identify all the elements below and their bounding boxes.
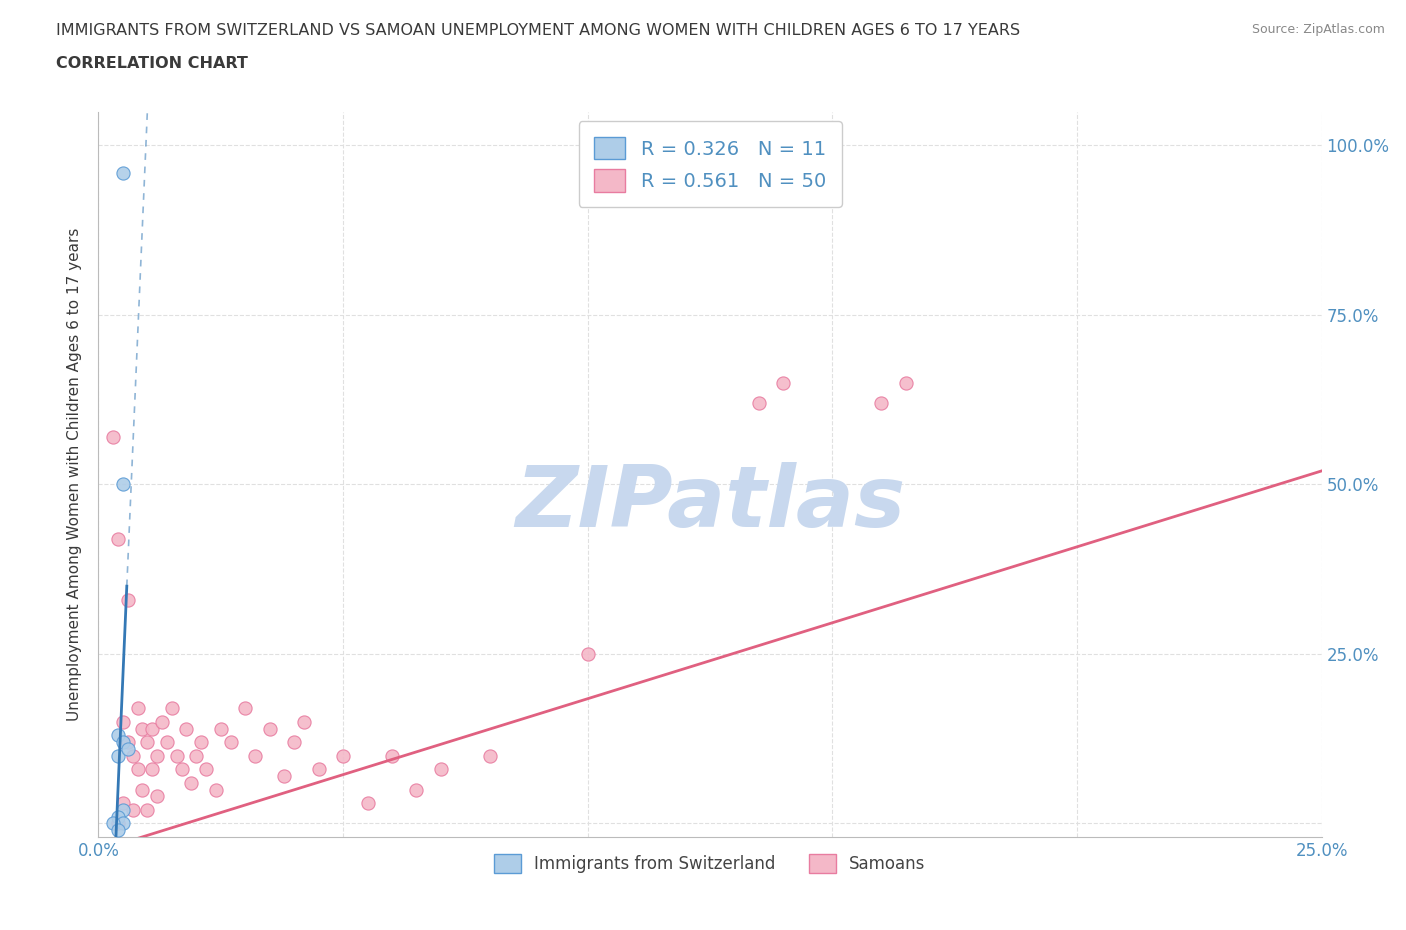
- Point: [478, 749, 501, 764]
- Point: [107, 749, 129, 764]
- Point: [748, 395, 770, 410]
- Point: [176, 721, 198, 736]
- Point: [136, 803, 159, 817]
- Y-axis label: Unemployment Among Women with Children Ages 6 to 17 years: Unemployment Among Women with Children A…: [66, 228, 82, 721]
- Point: [332, 749, 354, 764]
- Point: [107, 823, 129, 838]
- Point: [894, 376, 917, 391]
- Point: [209, 721, 232, 736]
- Point: [308, 762, 330, 777]
- Point: [121, 803, 143, 817]
- Point: [180, 776, 202, 790]
- Point: [356, 796, 378, 811]
- Point: [117, 592, 139, 607]
- Point: [150, 714, 173, 729]
- Point: [111, 796, 134, 811]
- Point: [101, 430, 124, 445]
- Point: [292, 714, 315, 729]
- Point: [111, 735, 134, 750]
- Point: [405, 782, 427, 797]
- Point: [107, 728, 129, 743]
- Point: [273, 768, 295, 783]
- Point: [190, 735, 212, 750]
- Point: [127, 700, 149, 715]
- Point: [381, 749, 404, 764]
- Text: ZIPatlas: ZIPatlas: [515, 462, 905, 545]
- Point: [195, 762, 218, 777]
- Point: [107, 809, 129, 824]
- Point: [156, 735, 179, 750]
- Point: [243, 749, 266, 764]
- Point: [111, 166, 134, 180]
- Text: IMMIGRANTS FROM SWITZERLAND VS SAMOAN UNEMPLOYMENT AMONG WOMEN WITH CHILDREN AGE: IMMIGRANTS FROM SWITZERLAND VS SAMOAN UN…: [56, 23, 1021, 38]
- Point: [166, 749, 188, 764]
- Point: [111, 714, 134, 729]
- Point: [101, 816, 124, 830]
- Point: [107, 531, 129, 546]
- Point: [283, 735, 305, 750]
- Point: [186, 749, 208, 764]
- Point: [121, 749, 143, 764]
- Point: [870, 395, 893, 410]
- Point: [141, 762, 163, 777]
- Point: [233, 700, 256, 715]
- Point: [430, 762, 453, 777]
- Point: [146, 749, 169, 764]
- Point: [170, 762, 193, 777]
- Point: [259, 721, 281, 736]
- Point: [131, 782, 153, 797]
- Point: [111, 477, 134, 492]
- Point: [576, 646, 599, 661]
- Point: [111, 816, 134, 830]
- Point: [127, 762, 149, 777]
- Point: [136, 735, 159, 750]
- Point: [146, 789, 169, 804]
- Text: Source: ZipAtlas.com: Source: ZipAtlas.com: [1251, 23, 1385, 36]
- Point: [160, 700, 183, 715]
- Legend: Immigrants from Switzerland, Samoans: Immigrants from Switzerland, Samoans: [488, 847, 932, 880]
- Point: [205, 782, 228, 797]
- Point: [772, 376, 794, 391]
- Point: [219, 735, 242, 750]
- Point: [117, 741, 139, 756]
- Point: [131, 721, 153, 736]
- Point: [141, 721, 163, 736]
- Point: [107, 816, 129, 830]
- Text: CORRELATION CHART: CORRELATION CHART: [56, 56, 247, 71]
- Point: [111, 803, 134, 817]
- Point: [117, 735, 139, 750]
